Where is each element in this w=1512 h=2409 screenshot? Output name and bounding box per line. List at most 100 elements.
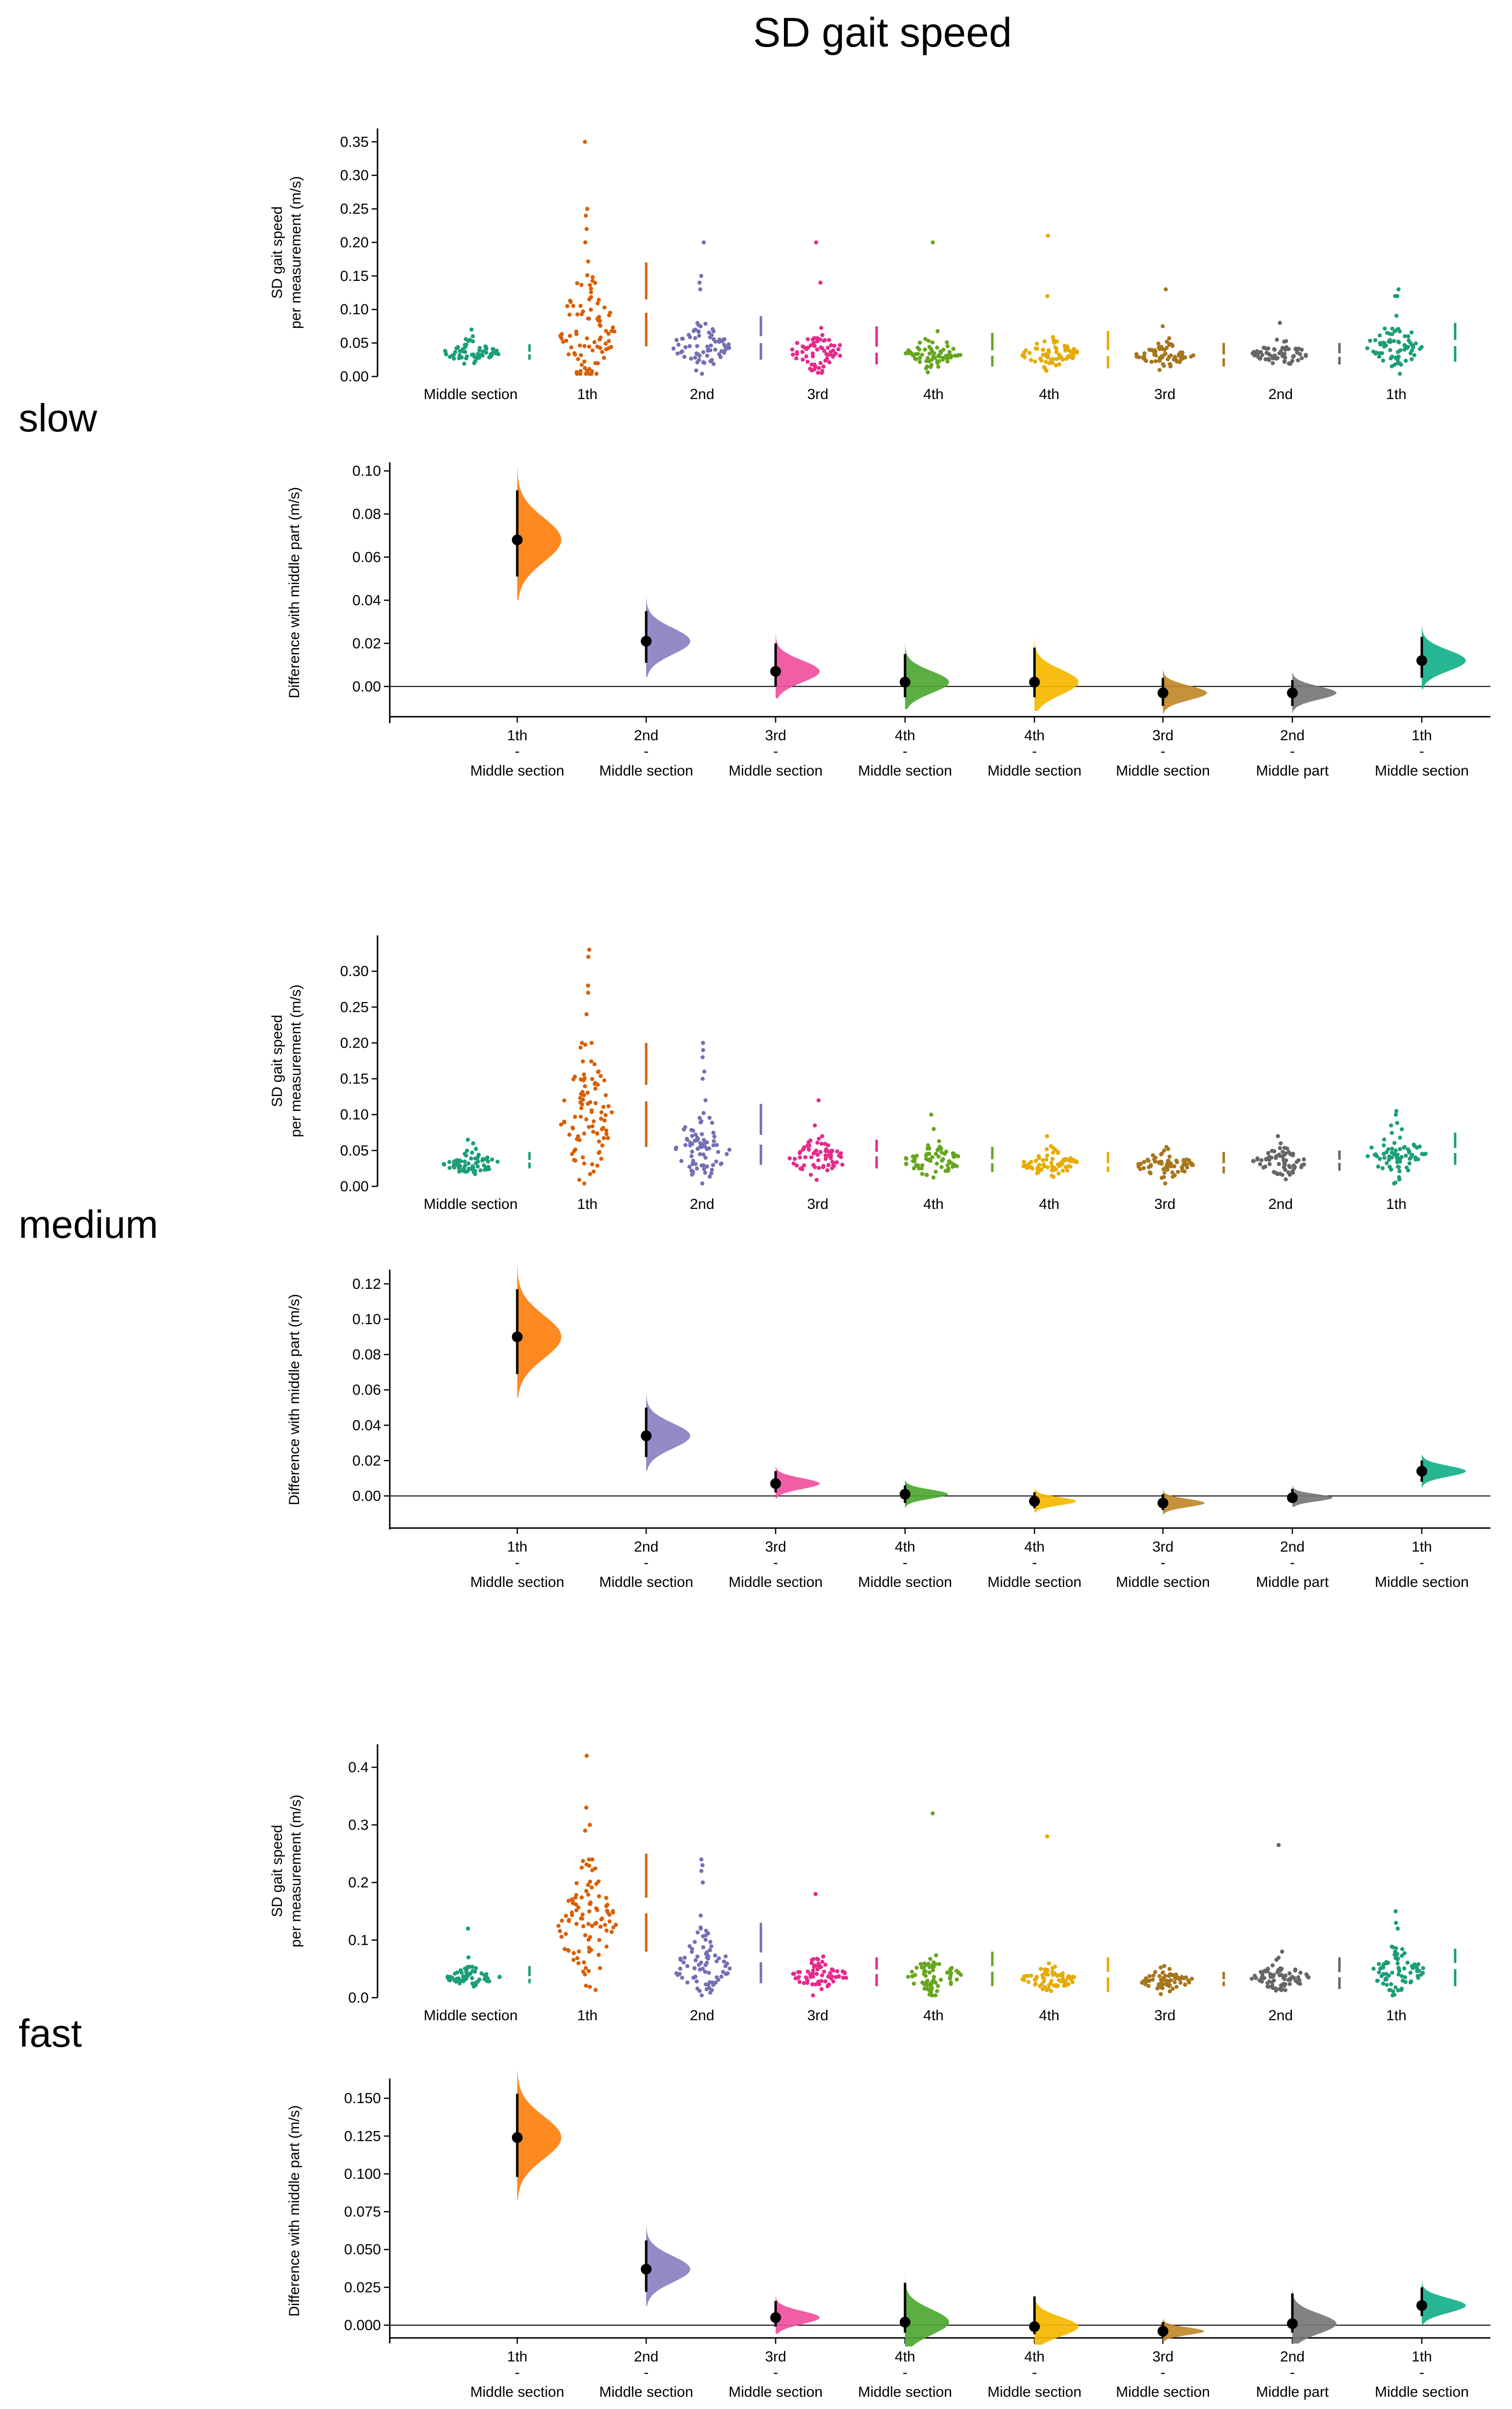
swarm-point <box>581 1969 585 1974</box>
swarm-point <box>806 1969 810 1974</box>
swarm-point <box>465 1169 470 1173</box>
mean-difference-point <box>900 1488 910 1500</box>
swarm-point <box>578 1045 583 1050</box>
swarm-point <box>1159 1965 1163 1970</box>
swarm-point <box>1046 348 1051 352</box>
swarm-point <box>604 329 608 333</box>
swarm-point <box>589 1059 594 1064</box>
x-tick-label-top: 1th <box>507 1539 528 1555</box>
swarm-point <box>1025 1163 1030 1168</box>
swarm-point <box>697 333 702 338</box>
swarm-point <box>1382 1962 1386 1966</box>
swarm-point <box>709 1944 714 1949</box>
swarm-point <box>1302 1157 1306 1162</box>
swarm-point <box>922 1972 926 1976</box>
y-tick-label: 0.20 <box>340 234 369 251</box>
x-tick-label-sep: - <box>1419 1555 1424 1571</box>
swarm-point <box>1382 1137 1386 1142</box>
y-tick-label: 0.00 <box>340 369 369 385</box>
swarm-point <box>810 351 815 356</box>
swarm-point <box>699 1926 703 1931</box>
swarm-point <box>925 1979 930 1983</box>
swarm-point <box>1160 347 1165 351</box>
swarm-point <box>936 1154 941 1159</box>
swarm-point <box>1155 1986 1159 1991</box>
swarm-point <box>813 1982 818 1987</box>
swarm-point <box>1378 333 1382 338</box>
swarm-point <box>701 1934 706 1938</box>
swarm-point <box>827 1982 832 1987</box>
swarm-point <box>452 356 456 361</box>
swarm-point <box>605 1908 609 1913</box>
swarm-point <box>1042 1971 1047 1976</box>
swarm-point <box>1388 348 1392 352</box>
y-axis-label-line2: per measurement (m/s) <box>288 176 304 329</box>
x-tick-label: 4th <box>1039 2008 1059 2024</box>
swarm-point <box>580 1865 584 1870</box>
swarm-point <box>1291 354 1295 359</box>
mean-difference-point <box>770 1478 781 1489</box>
x-tick-label-sep: - <box>1290 1555 1295 1571</box>
swarm-point <box>801 357 805 362</box>
swarm-point <box>840 1162 845 1167</box>
swarm-point <box>1037 1163 1042 1167</box>
swarm-point <box>937 1139 941 1143</box>
swarm-point <box>1384 1972 1388 1976</box>
swarm-point <box>1163 287 1168 292</box>
swarm-point <box>1258 1978 1262 1983</box>
swarm-point <box>842 1971 847 1976</box>
swarm-point <box>590 1924 594 1928</box>
swarm-point <box>914 1965 919 1970</box>
swarm-point <box>805 1978 809 1982</box>
swarm-point <box>1396 1972 1401 1977</box>
swarm-point <box>700 1181 705 1186</box>
y-tick-label: 0.125 <box>344 2128 381 2144</box>
swarm-point <box>1026 1980 1031 1984</box>
y-axis-label-line1: SD gait speed <box>269 1015 285 1107</box>
swarm-point <box>711 1982 715 1987</box>
swarm-point <box>585 206 589 211</box>
x-tick-label-top: 2nd <box>1280 728 1305 744</box>
swarm-point <box>606 1104 611 1108</box>
swarm-point <box>821 1954 826 1959</box>
swarm-point <box>579 1916 583 1921</box>
swarm-point <box>575 312 580 317</box>
swarm-point <box>579 1106 583 1110</box>
swarm-point <box>571 1957 576 1962</box>
x-tick-label: 3rd <box>807 2008 828 2024</box>
swarm-point <box>823 358 828 363</box>
swarm-point <box>818 280 823 285</box>
x-tick-label-sep: - <box>1032 1555 1037 1571</box>
swarm-point <box>708 335 712 340</box>
swarm-point <box>1267 1162 1272 1166</box>
swarm-point <box>474 1147 478 1151</box>
swarm-point <box>479 352 484 357</box>
swarm-point <box>1065 1976 1070 1981</box>
swarm-point <box>1165 1982 1169 1986</box>
chart-panels: 0.00 0.05 0.10 0.15 0.20 0.25 0.30 0.35 SD gait … <box>269 128 1490 2400</box>
swarm-point <box>583 1829 587 1833</box>
bootstrap-distribution <box>1034 1488 1076 1513</box>
swarm-point <box>1398 372 1402 376</box>
swarm-point <box>1160 1986 1165 1990</box>
swarm-point <box>803 1155 807 1159</box>
swarm-point <box>697 1962 701 1967</box>
swarm-point <box>699 274 704 278</box>
swarm-point <box>1049 1979 1054 1983</box>
swarm-point <box>478 346 482 351</box>
swarm-point <box>1180 353 1184 357</box>
swarm-point <box>1413 1155 1418 1160</box>
y-tick-label: 0.025 <box>344 2280 381 2296</box>
swarm-point <box>1170 1170 1175 1175</box>
swarm-point <box>909 351 914 356</box>
x-tick-label-sep: - <box>903 743 907 759</box>
swarm-point <box>1263 357 1268 362</box>
swarm-point <box>1389 1151 1394 1155</box>
x-tick-label-sep: - <box>773 743 778 759</box>
swarm-point <box>600 1916 605 1921</box>
swarm-point <box>951 347 956 351</box>
swarm-point <box>931 240 935 245</box>
swarm-point <box>472 361 477 365</box>
swarm-point <box>1385 1982 1389 1987</box>
swarm-point <box>798 1150 803 1154</box>
